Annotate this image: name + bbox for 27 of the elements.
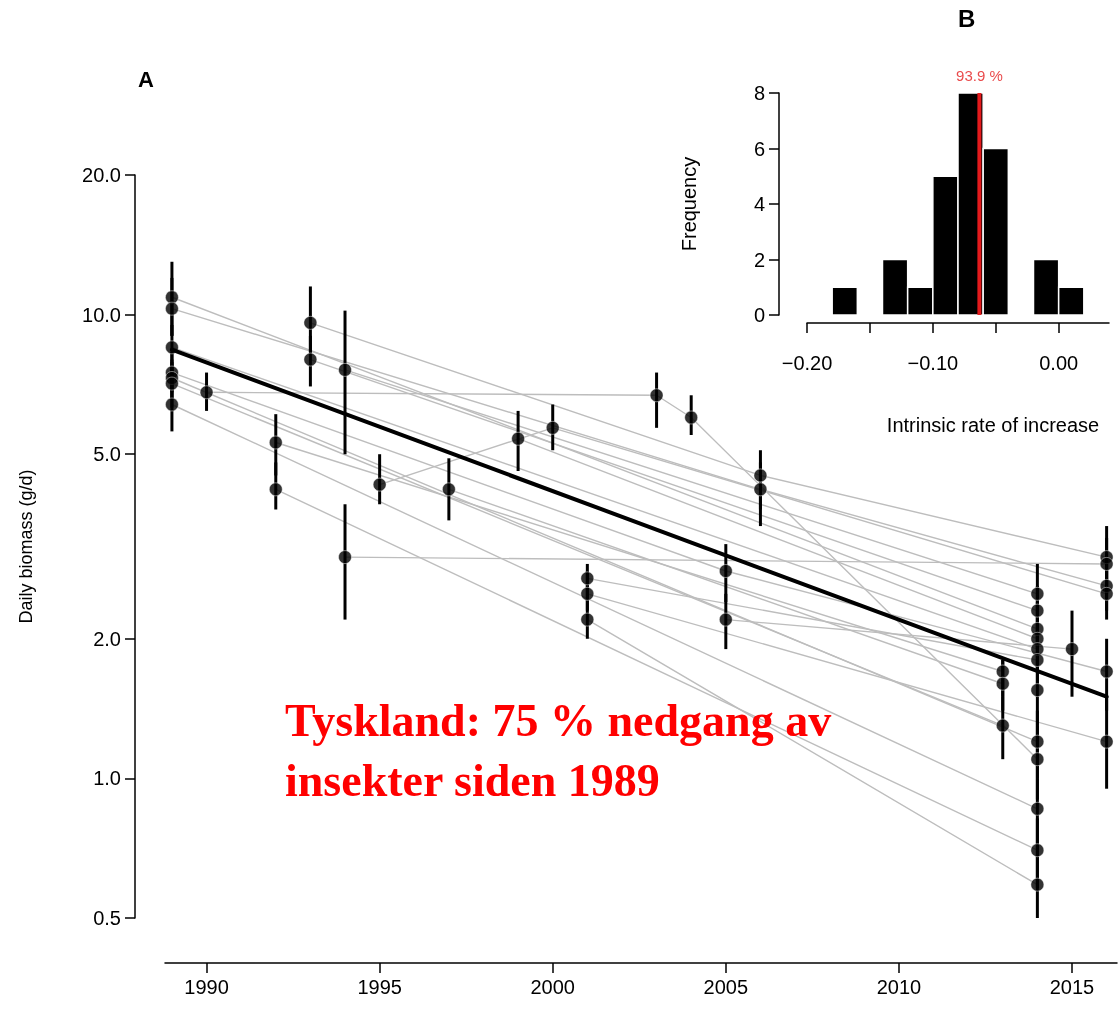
x-tick-label: 1995 bbox=[357, 976, 402, 998]
y-tick-label: 0.5 bbox=[93, 907, 121, 929]
x-tick-label: 2000 bbox=[530, 976, 575, 998]
y-axis-title: Daily biomass (g/d) bbox=[16, 469, 36, 624]
x-tick-label: 2005 bbox=[703, 976, 749, 998]
x-axis-title: Intrinsic rate of increase bbox=[886, 414, 1100, 436]
annotation: 93.9 % bbox=[956, 67, 1003, 84]
annotation: Tyskland: 75 % nedgang av insekter siden 1989 bbox=[285, 694, 843, 806]
y-tick-label: 10.0 bbox=[82, 303, 121, 326]
x-tick-label: 2015 bbox=[1049, 976, 1095, 998]
y-tick-label: 2.0 bbox=[93, 627, 121, 650]
x-tick-label: 0.00 bbox=[1039, 352, 1079, 374]
y-tick-label: 2 bbox=[753, 248, 765, 271]
y-tick-label: 8 bbox=[753, 82, 765, 104]
y-tick-label: 6 bbox=[753, 137, 765, 160]
y-tick-label: 0 bbox=[753, 304, 765, 326]
y-tick-label: 4 bbox=[753, 193, 765, 215]
text: A bbox=[138, 66, 154, 92]
x-tick-label: 1990 bbox=[184, 976, 229, 998]
y-tick-label: 5.0 bbox=[93, 443, 121, 466]
text: B bbox=[958, 4, 976, 32]
y-tick-label: 1.0 bbox=[93, 767, 121, 790]
y-tick-label: 20.0 bbox=[82, 164, 121, 186]
x-tick-label: 2010 bbox=[876, 976, 922, 998]
x-tick-label: −0.10 bbox=[907, 352, 959, 374]
x-tick-label: −0.20 bbox=[781, 352, 833, 374]
y-axis-title: Frequency bbox=[678, 156, 700, 252]
